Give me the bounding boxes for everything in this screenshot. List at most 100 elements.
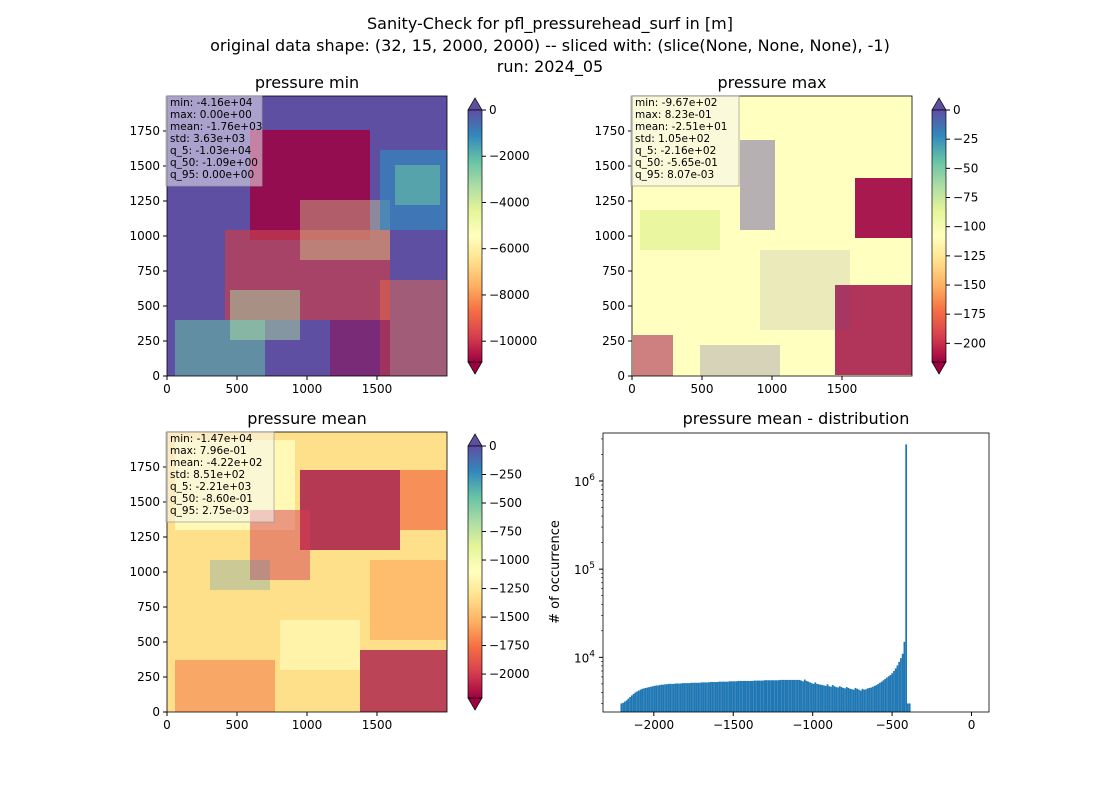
histogram-bar bbox=[639, 689, 642, 712]
histogram-bar bbox=[786, 679, 789, 712]
panel-distribution: pressure mean - distribution −2000 −1500−… bbox=[548, 409, 990, 732]
x-tick-label: 1000 bbox=[292, 718, 323, 732]
histogram-bar bbox=[791, 679, 794, 712]
histogram-bar bbox=[685, 683, 687, 712]
x-axis: −2000 −1500 −1000 −500 0 bbox=[634, 712, 975, 732]
histogram-bar bbox=[812, 683, 815, 712]
colorbar-tick-label: −25 bbox=[953, 132, 978, 146]
x-tick-label: 0 bbox=[163, 382, 171, 396]
histogram-bar bbox=[858, 689, 860, 712]
histogram-bar bbox=[770, 680, 773, 712]
histogram-bar bbox=[700, 682, 703, 712]
histogram-bar bbox=[775, 680, 778, 712]
histogram-bar bbox=[665, 684, 668, 712]
histogram-bar bbox=[660, 684, 663, 712]
colorbar-tick-label: −2000 bbox=[489, 149, 530, 163]
histogram-bar bbox=[727, 681, 729, 712]
histogram-bar bbox=[716, 682, 719, 712]
stat-line: std: 3.63e+03 bbox=[170, 133, 245, 145]
panel-title: pressure mean - distribution bbox=[683, 409, 910, 428]
histogram-bar bbox=[730, 681, 733, 712]
histogram-bar bbox=[735, 681, 738, 712]
colorbar: 0 −25 −50 −75 −100 −125 −150 −175 −200 bbox=[931, 97, 986, 375]
histogram-bar bbox=[845, 687, 848, 712]
y-axis: 104 105 106 bbox=[574, 438, 603, 704]
stat-line: max: 0.00e+00 bbox=[170, 109, 252, 121]
histogram-bar bbox=[713, 682, 715, 712]
x-tick-label: 1000 bbox=[292, 382, 323, 396]
histogram-bar bbox=[865, 689, 867, 712]
stat-line: min: -9.67e+02 bbox=[635, 97, 717, 109]
histogram-bar bbox=[672, 683, 675, 712]
histogram-bars bbox=[620, 444, 911, 712]
histogram-bar bbox=[742, 680, 745, 712]
histogram-bar bbox=[814, 682, 817, 712]
histogram-bar bbox=[793, 679, 796, 712]
histogram-bar bbox=[819, 684, 822, 712]
colorbar-tick-label: −1750 bbox=[489, 639, 530, 653]
histogram-bar bbox=[741, 680, 743, 712]
stat-line: q_95: 8.07e-03 bbox=[635, 169, 714, 181]
histogram-bar bbox=[734, 681, 736, 712]
y-tick-label: 750 bbox=[137, 264, 160, 278]
x-tick-label: −1000 bbox=[792, 718, 833, 732]
stat-line: std: 8.51e+02 bbox=[170, 469, 245, 481]
histogram-bar bbox=[795, 679, 797, 712]
histogram-bar bbox=[769, 680, 771, 712]
histogram-bar bbox=[847, 687, 850, 712]
histogram-bar bbox=[802, 681, 804, 712]
colorbar-extend-max bbox=[467, 97, 483, 111]
histogram-bar bbox=[674, 683, 677, 712]
y-tick-label: 1000 bbox=[129, 565, 160, 579]
histogram-bar bbox=[728, 681, 731, 712]
histogram-bar bbox=[699, 682, 701, 712]
histogram-bar bbox=[849, 688, 852, 712]
histogram-bar bbox=[767, 680, 769, 712]
histogram-bar bbox=[683, 683, 686, 712]
histogram-bar bbox=[725, 681, 728, 712]
colorbar-tick-label: −8000 bbox=[489, 288, 530, 302]
plot-frame bbox=[602, 432, 990, 713]
panel-pressure-mean: pressure mean 0 500 1000 1500 0 250 500 … bbox=[129, 409, 529, 732]
x-axis: 0 500 1000 1500 bbox=[163, 712, 392, 732]
histogram-bar bbox=[903, 641, 906, 712]
histogram-bar bbox=[901, 653, 904, 712]
y-tick-label: 0 bbox=[617, 369, 625, 383]
histogram-bar bbox=[636, 691, 638, 712]
histogram-bar bbox=[894, 668, 897, 712]
colorbar-scale bbox=[467, 445, 483, 699]
histogram-bar bbox=[753, 680, 756, 712]
y-tick-label: 1750 bbox=[129, 124, 160, 138]
stat-line: q_50: -8.60e-01 bbox=[170, 493, 253, 505]
histogram-bar bbox=[891, 673, 894, 712]
stat-line: std: 1.05e+02 bbox=[635, 133, 710, 145]
histogram-bar bbox=[748, 680, 750, 712]
y-tick-label: 250 bbox=[602, 334, 625, 348]
stat-line: min: -1.47e+04 bbox=[170, 433, 253, 445]
colorbar-tick-label: −150 bbox=[953, 278, 986, 292]
histogram-bar bbox=[800, 680, 803, 712]
histogram-bar bbox=[667, 683, 670, 712]
colorbar-extend-max bbox=[931, 97, 947, 111]
histogram-bar bbox=[833, 686, 836, 712]
histogram-bar bbox=[706, 682, 708, 712]
histogram-bar bbox=[711, 682, 714, 712]
x-tick-label: 500 bbox=[691, 382, 714, 396]
histogram-bar bbox=[803, 679, 806, 712]
x-tick-label: −500 bbox=[876, 718, 909, 732]
histogram-bar bbox=[646, 687, 649, 712]
histogram-bar bbox=[805, 680, 808, 712]
y-tick-label: 1500 bbox=[594, 159, 625, 173]
stats-box: min: -1.47e+04 max: 7.96e-01 mean: -4.22… bbox=[165, 431, 275, 523]
colorbar-tick-label: −1250 bbox=[489, 582, 530, 596]
colorbar-tick-label: −500 bbox=[489, 496, 522, 510]
histogram-bar bbox=[650, 686, 652, 712]
y-tick-label: 500 bbox=[137, 299, 160, 313]
colorbar-tick-label: −750 bbox=[489, 525, 522, 539]
histogram-bar bbox=[879, 682, 881, 712]
histogram-bar bbox=[824, 685, 827, 712]
histogram-bar bbox=[629, 697, 631, 712]
stat-line: mean: -4.22e+02 bbox=[170, 457, 262, 469]
histogram-bar bbox=[671, 683, 673, 712]
histogram-bar bbox=[908, 703, 911, 712]
